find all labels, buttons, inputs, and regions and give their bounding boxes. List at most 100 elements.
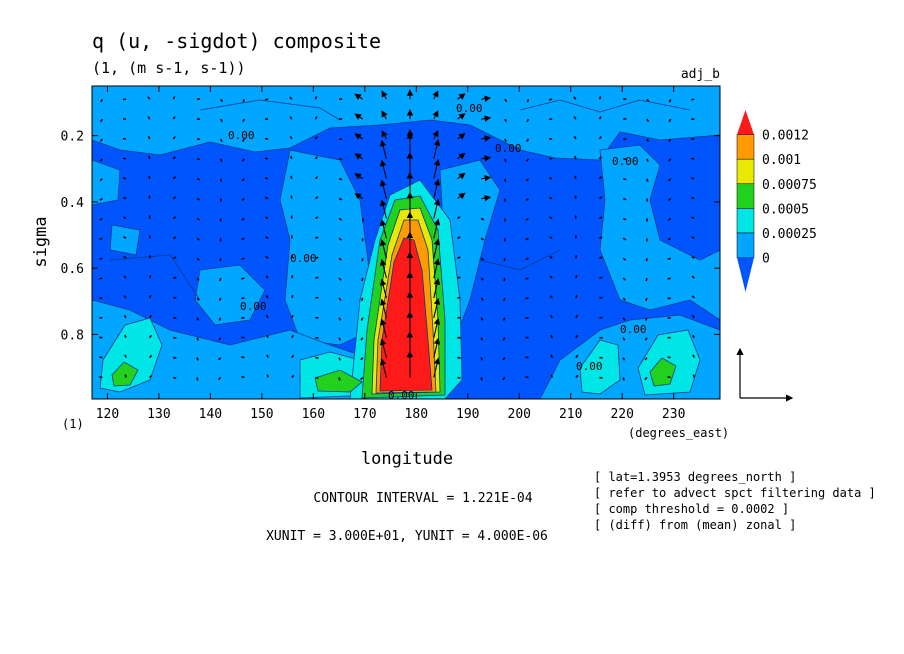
contour-lines xyxy=(109,99,691,301)
contour-label: 0.00 xyxy=(495,142,522,155)
vector-arrow xyxy=(550,334,553,339)
notes: [ lat=1.3953 degrees_north ] [ refer to … xyxy=(594,470,876,532)
reference-vector xyxy=(736,347,794,402)
vector-arrow xyxy=(314,176,319,180)
vector-arrow xyxy=(266,354,269,358)
vector-arrow xyxy=(457,376,461,379)
vector-arrow xyxy=(314,96,318,100)
note-line: [ (diff) from (mean) zonal ] xyxy=(594,518,796,532)
vector-arrow xyxy=(433,158,441,179)
vector-arrow xyxy=(265,255,269,259)
vector-arrow xyxy=(525,375,529,379)
vector-arrow xyxy=(338,217,343,221)
vector-arrow xyxy=(481,135,492,142)
vector-arrow xyxy=(196,277,200,281)
vector-arrow xyxy=(172,176,177,180)
vector-arrow xyxy=(573,116,577,120)
x-tick-label: 200 xyxy=(508,407,531,422)
vector-arrow xyxy=(315,256,319,259)
vector-arrow xyxy=(122,177,127,180)
legend-label: 0 xyxy=(762,252,770,267)
vector-arrow xyxy=(148,294,152,299)
vector-arrow xyxy=(122,196,127,200)
legend-swatch-bottom xyxy=(737,257,754,292)
vector-arrow xyxy=(266,334,269,339)
vector-arrow xyxy=(99,178,103,182)
vector-arrow xyxy=(623,177,627,181)
vector-arrow xyxy=(379,199,387,219)
x-tick-label: 220 xyxy=(610,407,633,422)
vector-arrow xyxy=(290,175,293,179)
vector-arrow xyxy=(644,376,648,381)
vector-arrow xyxy=(525,277,529,280)
vector-arrow xyxy=(196,177,201,181)
vector-arrow xyxy=(691,236,695,240)
vector-arrow xyxy=(692,354,695,358)
vector-arrow xyxy=(354,93,364,101)
vector-arrow xyxy=(172,216,177,220)
note-line: [ lat=1.3953 degrees_north ] xyxy=(594,470,796,484)
x-axis: 120 130 140 150 160 170 180 190 200 210 220 230 xyxy=(96,86,685,422)
vector-arrow xyxy=(502,317,506,321)
vector-arrow xyxy=(149,374,153,379)
vector-arrow xyxy=(525,237,529,241)
vector-arrow xyxy=(692,334,695,339)
vector-arrow xyxy=(598,136,602,140)
vector-arrow xyxy=(504,158,507,162)
vector-arrow xyxy=(360,317,364,321)
vector-arrow xyxy=(173,356,177,359)
vector-arrow xyxy=(480,337,484,341)
vector-arrow xyxy=(433,278,441,299)
vector-arrow xyxy=(218,337,222,341)
vector-arrow xyxy=(599,236,603,240)
vector-arrow xyxy=(123,295,127,299)
vector-arrow xyxy=(379,139,387,160)
vector-arrow xyxy=(502,337,506,341)
plot-area: 0.00 0.00 0.00 0.00 0.00 0.00 0.00 0.00 … xyxy=(92,86,720,399)
vector-arrow xyxy=(668,158,672,162)
vector-arrow xyxy=(526,98,530,103)
vector-arrow xyxy=(433,317,441,338)
vector-arrow xyxy=(622,377,625,381)
vector-arrow xyxy=(241,375,245,379)
vector-arrow xyxy=(354,153,364,160)
vector-arrow xyxy=(291,314,294,319)
x-tick-label: 160 xyxy=(302,407,325,422)
legend-swatch xyxy=(736,183,755,209)
vector-arrow xyxy=(315,276,319,279)
vector-arrow xyxy=(314,216,319,220)
x-tick-label: 210 xyxy=(559,407,582,422)
vector-arrow xyxy=(503,277,506,282)
contour-interval-text: CONTOUR INTERVAL = 1.221E-04 xyxy=(313,491,532,506)
contour-label: 0.00 xyxy=(576,360,603,373)
vector-arrow xyxy=(314,116,318,120)
vector-arrow xyxy=(622,257,627,261)
vector-arrow xyxy=(480,317,484,321)
vector-arrow xyxy=(480,257,484,261)
vector-arrow xyxy=(457,113,466,120)
vector-arrow xyxy=(241,257,245,260)
vector-arrow xyxy=(354,133,364,140)
vector-arrow xyxy=(241,178,245,182)
chart-title: q (u, -sigdot) composite xyxy=(92,29,381,53)
vector-arrow xyxy=(99,356,103,359)
vector-arrow xyxy=(433,357,441,378)
vector-arrow xyxy=(381,110,388,120)
vector-arrow xyxy=(291,334,295,339)
vector-arrow xyxy=(219,138,223,143)
vector-arrow xyxy=(289,116,293,120)
x-unit-label: (degrees_east) xyxy=(628,426,729,440)
vector-arrow xyxy=(379,159,387,179)
legend-swatch xyxy=(736,208,755,234)
vector-arrow xyxy=(667,376,671,379)
vector-arrow xyxy=(622,337,626,341)
vector-arrow xyxy=(504,178,507,182)
x-axis-label: longitude xyxy=(361,449,453,469)
vector-arrow xyxy=(264,177,269,180)
vector-arrow xyxy=(147,116,151,120)
vector-arrow xyxy=(99,375,103,379)
legend-label: 0.0012 xyxy=(762,129,809,144)
vector-arrow xyxy=(99,138,103,142)
y-axis-label: sigma xyxy=(31,216,51,267)
